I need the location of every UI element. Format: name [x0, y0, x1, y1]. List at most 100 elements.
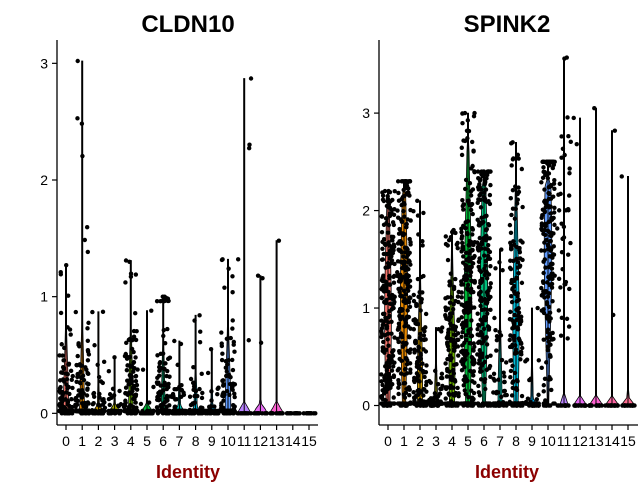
data-point	[75, 353, 80, 359]
data-point	[397, 289, 402, 295]
data-point	[162, 380, 167, 386]
data-point-zero	[228, 411, 233, 416]
data-point	[421, 333, 427, 338]
data-point	[399, 241, 404, 247]
data-point	[459, 315, 464, 320]
data-point	[192, 318, 197, 323]
data-point-zero	[485, 403, 490, 408]
x-tick-label: 13	[588, 433, 604, 449]
data-point	[486, 327, 492, 332]
data-point	[439, 371, 445, 377]
data-point	[395, 368, 401, 373]
data-point	[475, 200, 480, 205]
data-point	[560, 266, 565, 272]
data-point	[86, 320, 91, 326]
data-point	[464, 305, 470, 310]
data-point	[509, 212, 514, 218]
data-point	[556, 308, 562, 313]
data-point	[197, 386, 202, 392]
x-tick-label: 5	[143, 433, 151, 449]
data-point	[485, 354, 490, 360]
data-point	[414, 359, 420, 365]
data-point	[508, 333, 513, 338]
data-point	[478, 269, 484, 275]
data-point	[404, 314, 410, 319]
data-point	[559, 134, 564, 139]
data-point	[469, 333, 475, 339]
data-point	[437, 391, 443, 396]
data-point	[509, 294, 514, 299]
data-point	[178, 341, 184, 347]
data-point	[225, 388, 230, 394]
data-point	[546, 196, 552, 202]
data-point	[517, 315, 522, 320]
data-point	[508, 196, 513, 201]
data-point	[486, 222, 492, 228]
data-point	[164, 373, 169, 379]
x-tick-label: 14	[604, 433, 620, 449]
data-point	[550, 330, 555, 336]
data-point	[512, 312, 517, 318]
data-point	[404, 341, 409, 346]
data-point-zero	[100, 411, 106, 416]
data-point	[230, 274, 235, 279]
data-point	[386, 320, 391, 325]
data-point	[57, 402, 62, 408]
data-point	[547, 219, 553, 224]
data-point	[444, 335, 450, 340]
data-point	[471, 148, 476, 153]
data-point	[483, 315, 489, 320]
data-point	[567, 166, 572, 171]
data-point	[384, 367, 390, 373]
data-point	[513, 206, 518, 212]
data-point	[149, 308, 154, 313]
chart-title: SPINK2	[464, 11, 551, 38]
data-point	[164, 393, 170, 399]
data-point	[507, 265, 513, 271]
data-point	[543, 223, 548, 229]
data-point-zero	[254, 411, 259, 416]
data-point	[463, 391, 468, 397]
data-point	[476, 361, 482, 366]
data-point	[464, 318, 469, 324]
data-point	[396, 339, 401, 345]
data-point	[477, 235, 482, 241]
data-point	[472, 380, 477, 385]
data-point	[128, 271, 134, 276]
y-tick-label: 2	[40, 172, 48, 188]
data-point	[402, 324, 407, 329]
data-point	[91, 390, 97, 396]
data-point	[420, 361, 425, 366]
data-point	[460, 240, 465, 246]
data-point	[519, 280, 525, 286]
data-point	[509, 299, 515, 305]
data-point	[421, 393, 426, 398]
data-point	[125, 378, 130, 383]
data-point	[453, 390, 458, 396]
data-point	[516, 271, 521, 276]
data-point-zero	[268, 411, 273, 416]
data-point	[133, 378, 139, 384]
data-point-zero	[208, 411, 214, 416]
data-point	[432, 391, 438, 396]
data-point	[468, 189, 474, 194]
data-point	[133, 400, 138, 405]
data-point	[404, 221, 409, 227]
data-point	[386, 240, 391, 245]
data-point	[460, 244, 465, 249]
data-point	[424, 363, 429, 368]
data-point	[123, 258, 129, 263]
data-point	[390, 349, 395, 355]
data-point	[179, 394, 184, 399]
data-point	[408, 367, 413, 372]
data-point	[566, 193, 572, 198]
data-point	[517, 321, 523, 327]
data-point-zero	[589, 403, 594, 408]
data-point	[386, 343, 391, 348]
data-point	[417, 290, 422, 295]
data-point	[112, 355, 117, 360]
data-point-zero	[215, 411, 220, 416]
data-point	[443, 234, 448, 239]
data-point	[215, 392, 220, 397]
data-point	[452, 362, 457, 368]
